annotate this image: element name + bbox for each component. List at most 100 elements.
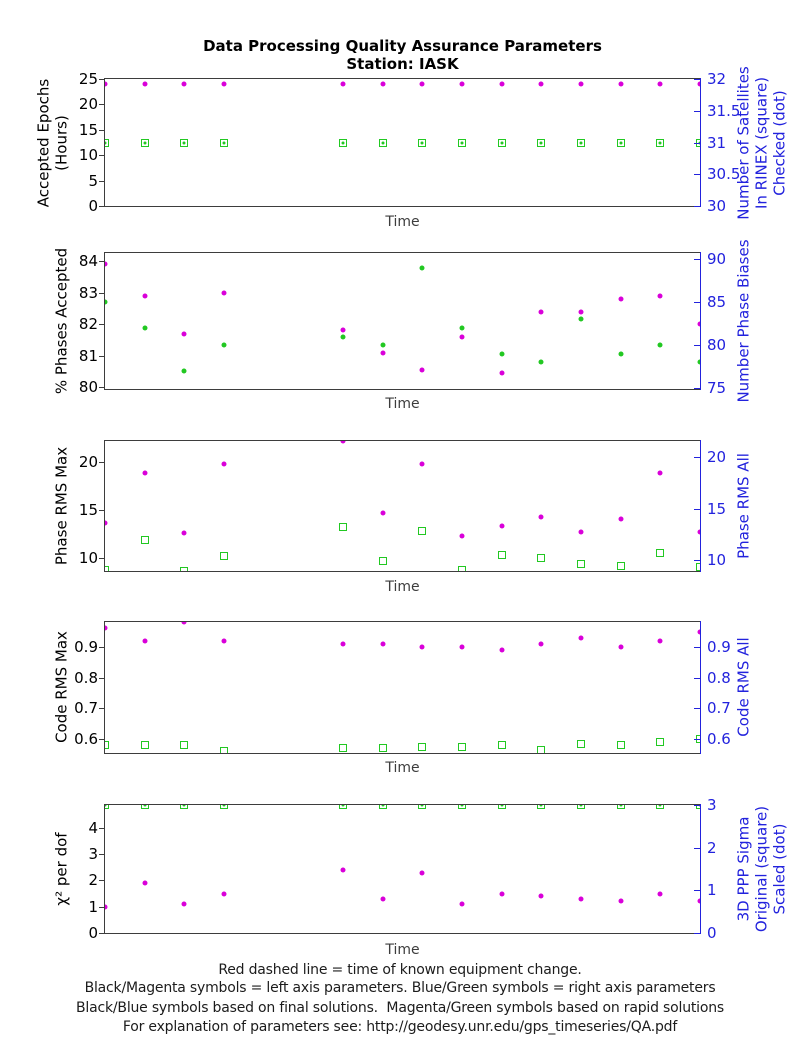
data-point-dot-satellites-rinex-and-checked-rapid [579,141,583,144]
data-point-dot-code-rms-max-rapid [105,625,108,631]
data-point-dot-accepted-epochs-hours-rapid [105,81,108,87]
data-point-dot-code-rms-max-rapid [221,638,227,644]
data-point-square-ppp-sigma-original-and-scaled-rapid [339,805,347,809]
data-point-square-code-rms-all-rapid [656,738,665,747]
right-axis-title: Code RMS All [734,637,753,737]
right-tick-label: 30 [707,197,727,215]
right-axis-tick [694,110,700,112]
data-point-dot-ppp-sigma-original-and-scaled-rapid [539,805,543,807]
data-point-dot-phase-rms-max-rapid [697,529,700,535]
data-point-dot-percent-phases-accepted-rapid [459,334,465,340]
left-tick-label: 80 [78,378,98,397]
data-point-square-phase-rms-all-rapid [418,527,427,536]
data-point-square-phase-rms-all-rapid [458,565,466,571]
left-axis-tick [99,104,105,106]
data-point-square-satellites-rinex-and-checked-rapid [339,138,347,147]
data-point-dot-chi-squared-per-dof-rapid [340,867,346,873]
data-point-square-phase-rms-all-rapid [105,565,109,571]
left-axis-tick [99,933,105,934]
right-axis-title: Scaled (dot) [770,823,789,915]
right-axis-title: Checked (dot) [770,89,789,196]
data-point-square-phase-rms-all-rapid [656,548,665,557]
data-point-dot-accepted-epochs-hours-rapid [419,81,425,87]
data-point-square-code-rms-all-rapid [180,741,189,750]
left-axis-tick [99,880,105,882]
right-tick-label: 0.6 [707,729,731,748]
right-axis-tick [694,79,700,80]
left-axis-tick [99,738,105,740]
right-spine [700,78,701,207]
left-spine [104,621,105,754]
data-point-square-ppp-sigma-original-and-scaled-rapid [418,805,427,809]
right-tick-label: 90 [707,250,727,269]
left-axis-title: % Phases Accepted [52,247,71,395]
data-point-dot-phase-rms-max-rapid [221,461,227,467]
data-point-dot-accepted-epochs-hours-rapid [538,81,544,87]
data-point-dot-code-rms-max-rapid [618,644,624,650]
right-tick-label: 31.5 [707,101,741,120]
data-point-square-satellites-rinex-and-checked-rapid [577,138,585,147]
left-tick-label: 10 [78,146,98,165]
left-spine [104,439,105,572]
data-point-dot-accepted-epochs-hours-rapid [697,81,700,87]
left-tick-label: 25 [78,70,98,88]
data-point-square-code-rms-all-rapid [616,741,625,750]
data-point-dot-chi-squared-per-dof-rapid [419,870,425,876]
data-point-dot-satellites-rinex-and-checked-rapid [420,141,424,144]
right-axis-tick [694,559,700,561]
data-point-dot-ppp-sigma-original-and-scaled-rapid [182,805,186,807]
data-point-square-phase-rms-all-rapid [180,567,189,571]
right-axis-title: In RINEX (square) [752,76,771,209]
left-axis-title: Accepted Epochs [34,78,53,207]
left-axis-tick [99,155,105,157]
data-point-square-code-rms-all-rapid [378,744,387,753]
right-axis-title: Original (square) [752,805,771,933]
data-point-dot-satellites-rinex-and-checked-rapid [182,141,186,144]
plot-panel-chi2-ppp-sigma [105,805,700,933]
data-point-dot-ppp-sigma-original-and-scaled-rapid [341,805,345,807]
data-point-square-satellites-rinex-and-checked-rapid [656,138,665,147]
data-point-dot-satellites-rinex-and-checked-rapid [460,141,464,144]
x-axis-label: Time [385,942,420,958]
bottom-spine [104,933,701,934]
right-axis-tick [694,302,700,304]
data-point-dot-satellites-rinex-and-checked-rapid [143,141,147,144]
data-point-dot-chi-squared-per-dof-rapid [657,891,663,897]
left-axis-title: χ² per dof [52,832,71,906]
right-axis-tick [694,345,700,347]
data-point-square-phase-rms-all-rapid [696,562,700,571]
data-point-dot-satellites-rinex-and-checked-rapid [500,141,504,144]
right-tick-label: 0.9 [707,637,731,656]
data-point-square-satellites-rinex-and-checked-rapid [458,138,466,147]
data-point-dot-accepted-epochs-hours-rapid [340,81,346,87]
data-point-dot-phase-rms-max-rapid [538,514,544,520]
data-point-dot-ppp-sigma-original-and-scaled-rapid [500,805,504,807]
data-point-square-ppp-sigma-original-and-scaled-rapid [105,805,109,809]
left-axis-tick [99,260,105,262]
data-point-dot-satellites-rinex-and-checked-rapid [658,141,662,144]
top-spine [104,621,701,622]
right-axis-tick [694,738,700,740]
data-point-dot-chi-squared-per-dof-rapid [181,901,187,907]
data-point-dot-ppp-sigma-original-and-scaled-rapid [143,805,147,807]
data-point-square-phase-rms-all-rapid [378,556,387,565]
data-point-dot-chi-squared-per-dof-rapid [618,898,624,904]
data-point-dot-number-phase-biases-rapid [380,342,386,348]
left-axis-tick [99,557,105,559]
data-point-square-ppp-sigma-original-and-scaled-rapid [656,805,665,809]
data-point-dot-number-phase-biases-rapid [181,368,187,374]
data-point-dot-phase-rms-max-rapid [618,516,624,522]
data-point-square-satellites-rinex-and-checked-rapid [616,138,625,147]
data-point-dot-code-rms-max-rapid [181,622,187,625]
data-point-dot-satellites-rinex-and-checked-rapid [381,141,385,144]
right-axis-tick [694,508,700,510]
x-axis-label: Time [385,396,420,412]
left-tick-label: 15 [78,120,98,139]
top-spine [104,78,701,79]
right-tick-label: 0 [707,924,717,942]
x-axis-label: Time [385,760,420,776]
plot-panel-code-rms [105,622,700,753]
right-axis-tick [694,646,700,648]
data-point-dot-chi-squared-per-dof-rapid [459,901,465,907]
